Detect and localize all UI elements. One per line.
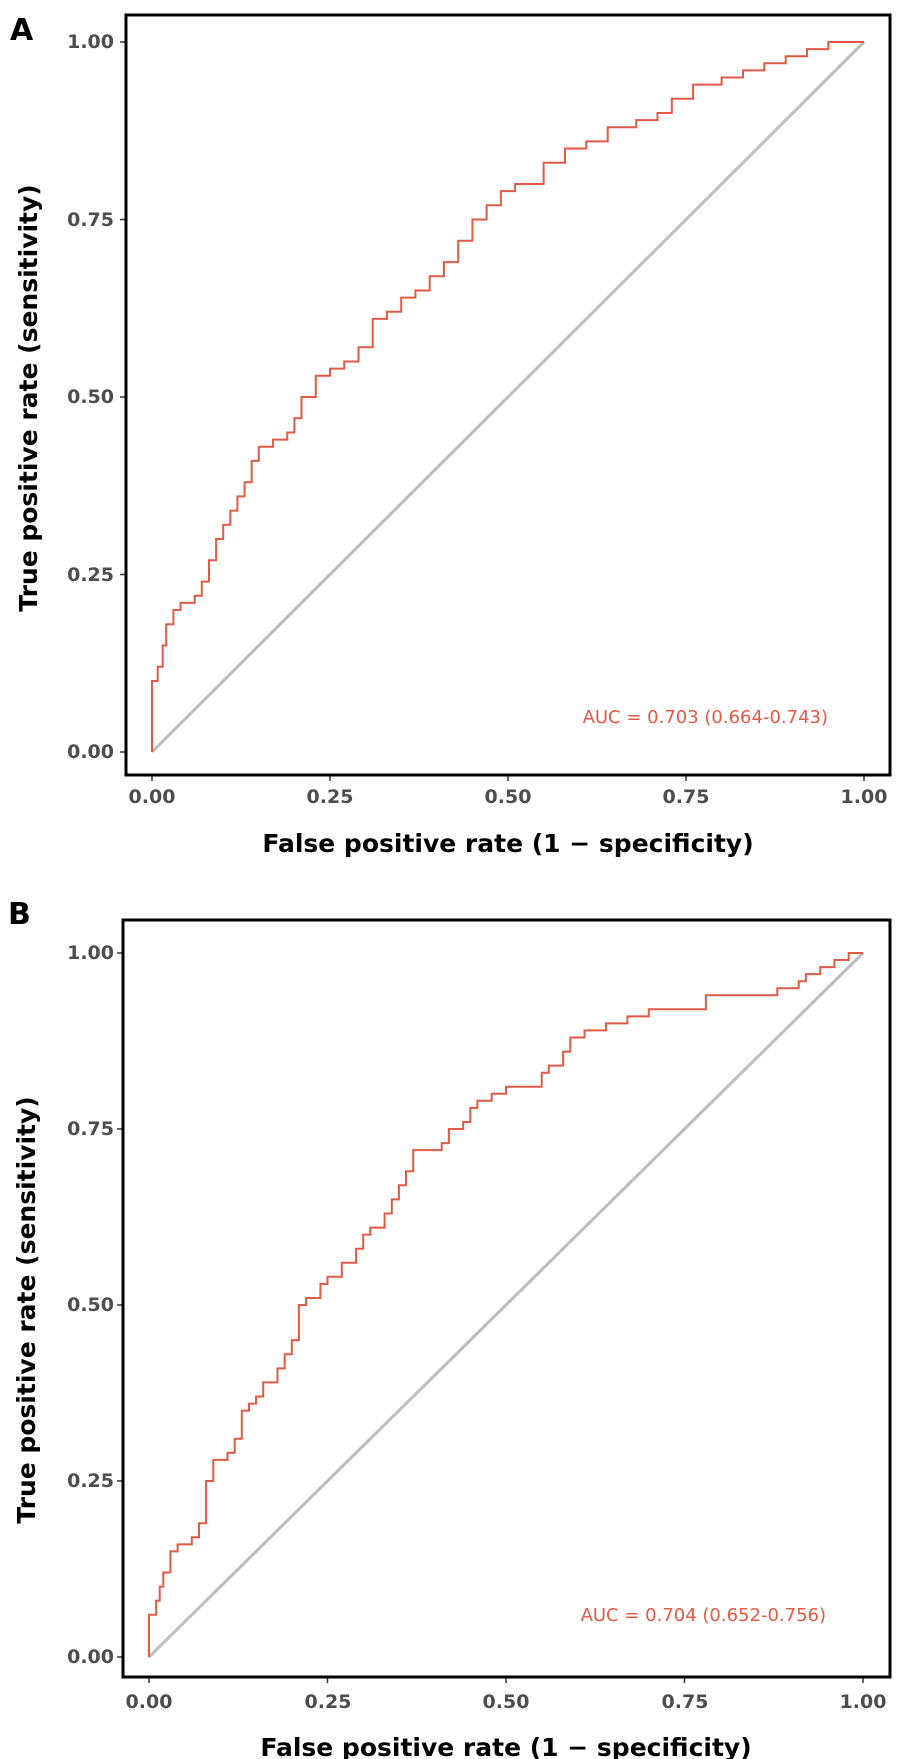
x-axis-title: False positive rate (1 − specificity): [260, 1733, 751, 1759]
plot-frame: [124, 13, 892, 777]
panel-label: B: [8, 897, 31, 932]
x-tick-label: 0.50: [485, 786, 532, 808]
y-tick-label: 0.25: [67, 564, 114, 586]
panel-a: A 1.00 0.75 0.50 0.25 0.00 0.00 0.25 0.5…: [10, 13, 892, 858]
x-tick-label: 0.50: [483, 1691, 530, 1713]
auc-annotation: AUC = 0.703 (0.664-0.743): [583, 707, 828, 728]
reference-diagonal: [147, 951, 865, 1659]
y-tick-label: 0.25: [67, 1470, 114, 1492]
x-tick-label: 0.25: [307, 786, 354, 808]
x-tick-label: 0.75: [663, 786, 710, 808]
y-axis-title: True positive rate (sensitivity): [14, 184, 43, 611]
panel-label: A: [10, 13, 34, 48]
y-tick-label: 0.50: [67, 386, 114, 408]
x-tick-label: 0.25: [305, 1691, 352, 1713]
x-tick-label: 0.00: [129, 786, 176, 808]
x-tick-label: 0.00: [126, 1691, 173, 1713]
x-axis-title: False positive rate (1 − specificity): [262, 829, 753, 858]
roc-curve: [148, 952, 863, 1657]
x-tick-label: 0.75: [662, 1691, 709, 1713]
y-axis-title: True positive rate (sensitivity): [12, 1096, 41, 1523]
reference-diagonal: [150, 40, 866, 754]
x-tick-label: 1.00: [840, 1691, 887, 1713]
x-tick-label: 1.00: [841, 786, 888, 808]
y-tick-label: 1.00: [67, 942, 114, 964]
y-tick-label: 0.00: [67, 741, 114, 763]
y-tick-label: 0.50: [67, 1294, 114, 1316]
y-tick-label: 1.00: [67, 31, 114, 53]
y-tick-label: 0.00: [67, 1646, 114, 1668]
panel-b: B 1.00 0.75 0.50 0.25 0.00 0.00 0.25 0.5…: [8, 897, 892, 1759]
auc-annotation: AUC = 0.704 (0.652-0.756): [581, 1605, 826, 1626]
y-tick-label: 0.75: [67, 209, 114, 231]
y-tick-label: 0.75: [67, 1118, 114, 1140]
plot-frame: [121, 918, 892, 1679]
roc-curve: [151, 41, 864, 752]
